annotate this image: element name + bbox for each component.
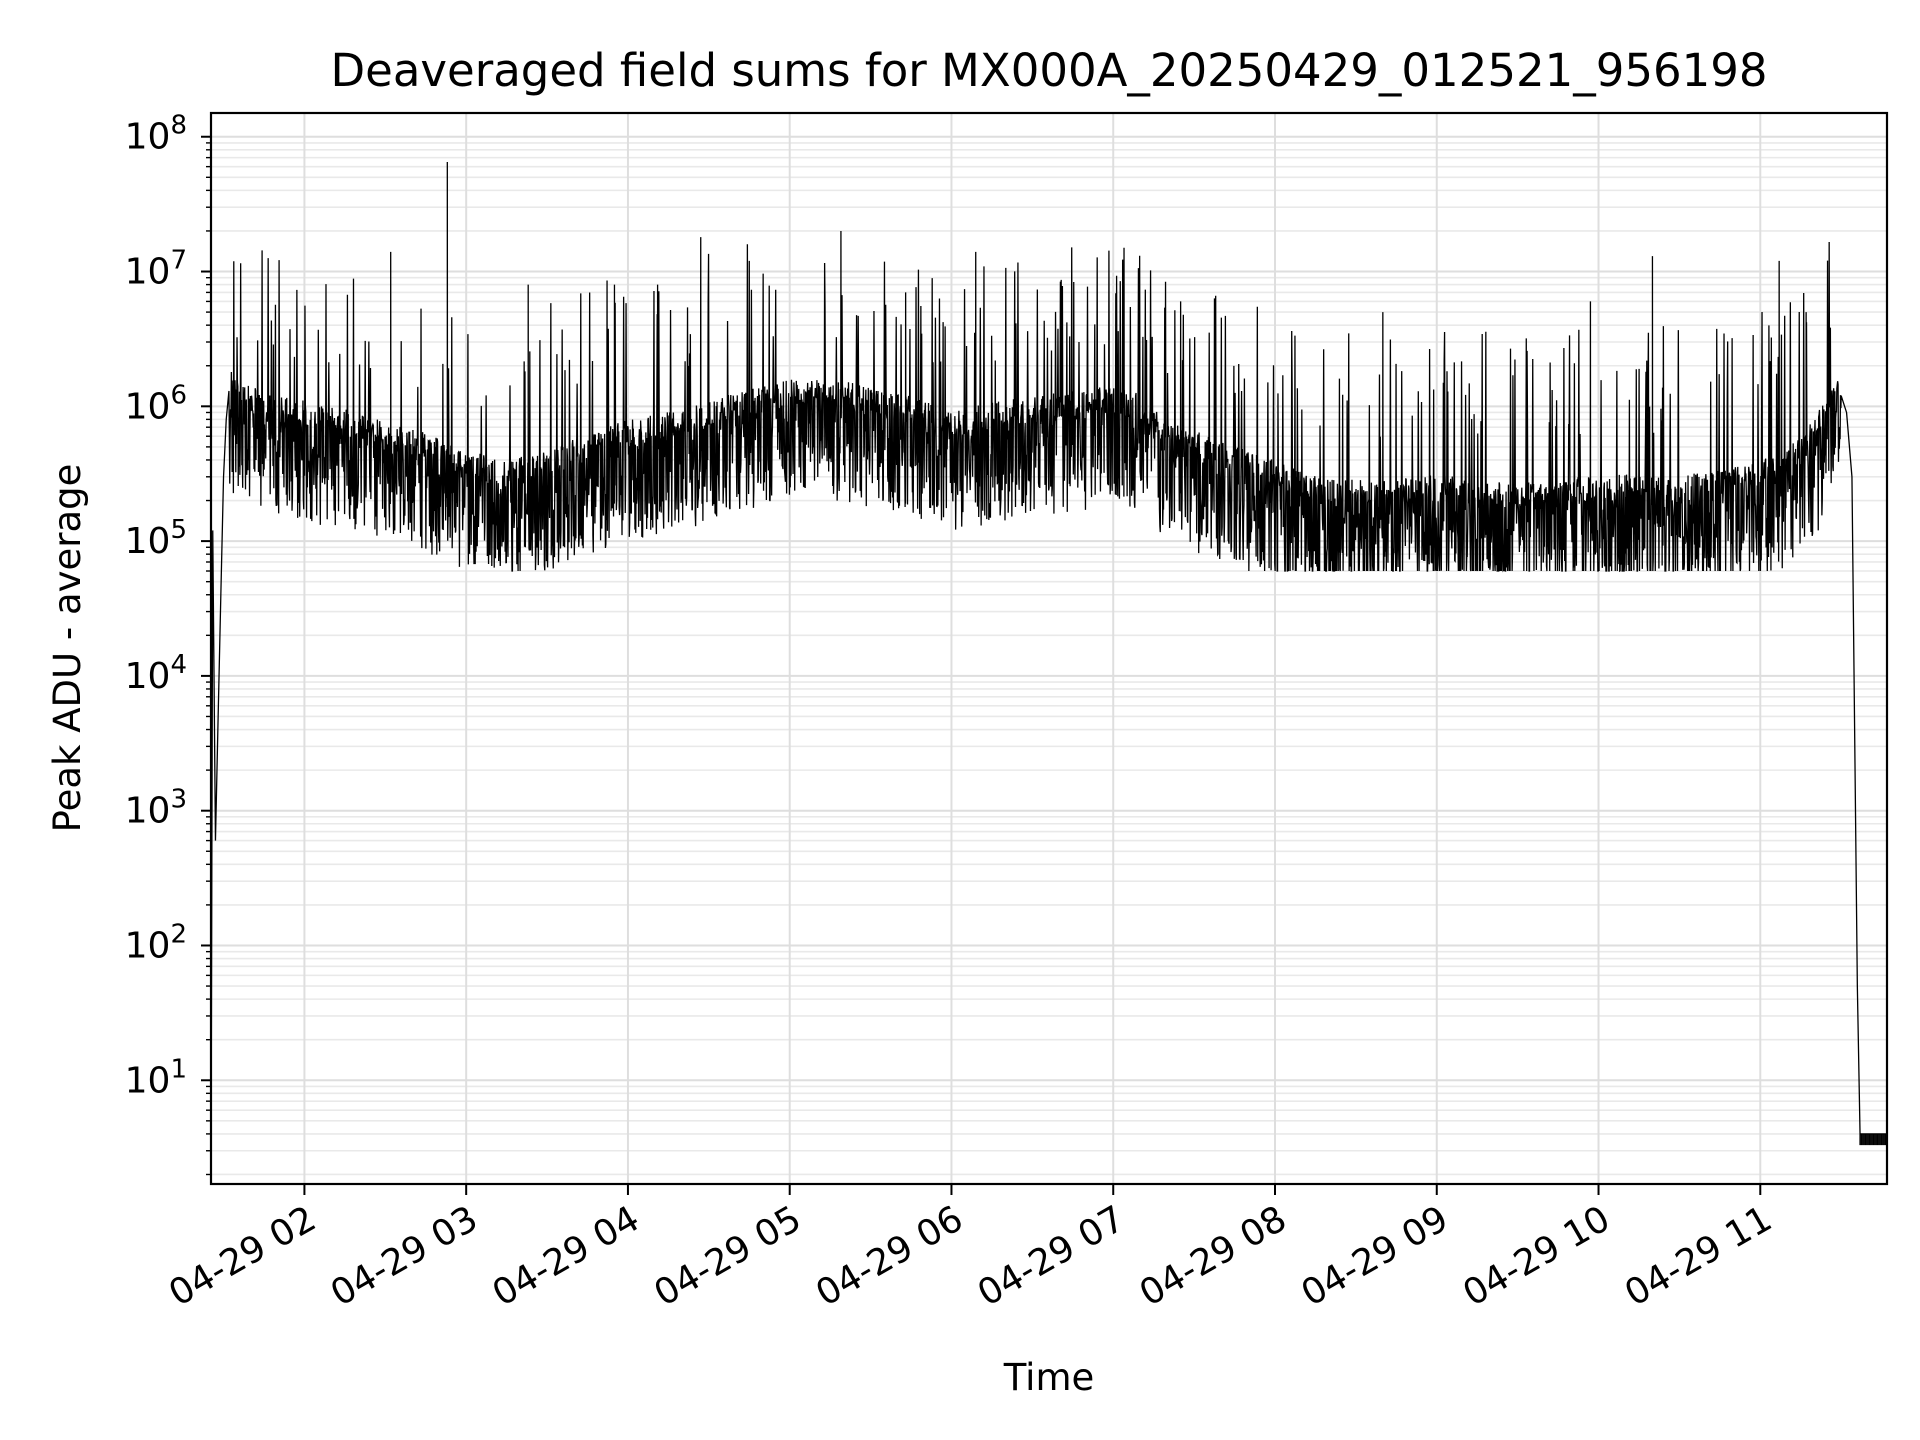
plot-frame (209, 111, 1889, 1186)
y-tick-label: 101 (125, 1054, 187, 1101)
y-tick-label: 106 (125, 380, 187, 427)
x-axis-label: Time (1003, 1356, 1095, 1399)
grid-lines (211, 113, 1887, 1184)
y-tick-label: 107 (125, 246, 187, 293)
plot-area (210, 161, 1887, 1175)
data-series-line (210, 161, 1887, 1175)
y-axis-label: Peak ADU - average (46, 464, 89, 833)
y-tick-label: 102 (125, 919, 187, 966)
chart-title: Deaveraged field sums for MX000A_2025042… (331, 44, 1768, 97)
y-tick-label: 103 (125, 785, 187, 832)
y-tick-label: 104 (125, 650, 187, 697)
y-tick-label: 108 (125, 111, 187, 158)
y-tick-label: 105 (125, 515, 187, 562)
